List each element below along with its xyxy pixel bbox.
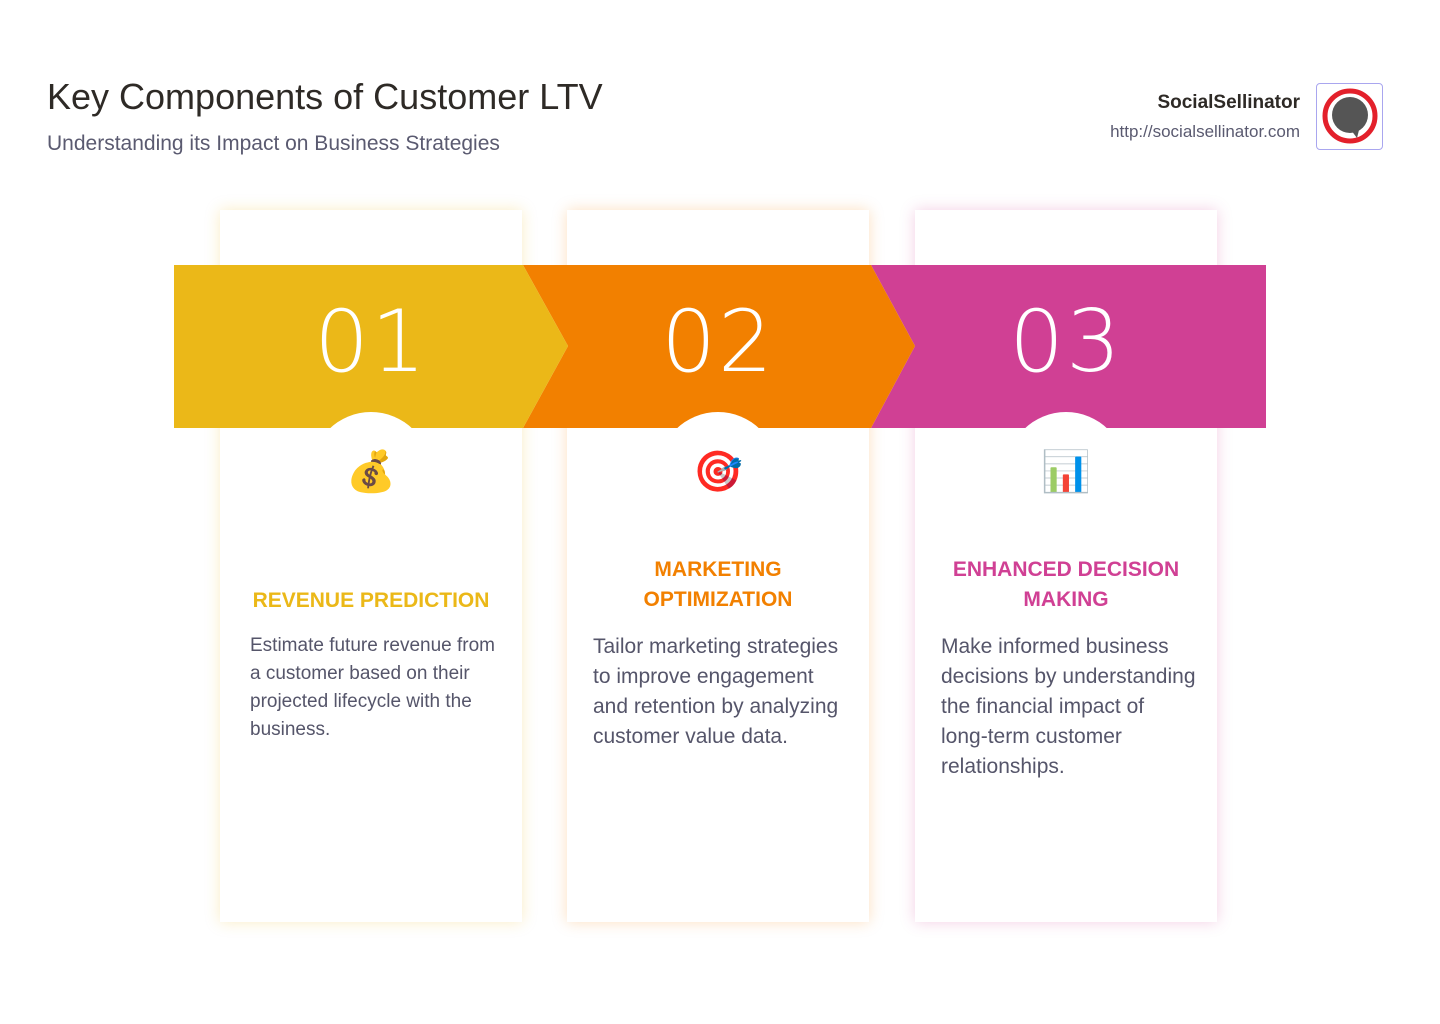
step-arrow-3 [871, 265, 1266, 428]
page-subtitle: Understanding its Impact on Business Str… [47, 132, 500, 155]
step-number-2: 02 [661, 292, 775, 392]
step-number-1: 01 [314, 292, 428, 392]
step-heading-1: REVENUE PREDICTION [252, 589, 490, 612]
step-text-2: Tailor marketing strategies to improve e… [593, 635, 839, 748]
bar-chart-icon: 📊 [1041, 450, 1091, 494]
target-icon: 🎯 [693, 450, 743, 494]
step-arrow-1 [174, 265, 568, 428]
step-arrow-2 [523, 265, 915, 428]
brand-name: SocialSellinator [1157, 92, 1300, 113]
brand-block: SocialSellinator http://socialsellinator… [1110, 92, 1300, 142]
step-text-3: Make informed business decisions by unde… [941, 635, 1196, 778]
brand-logo [1316, 83, 1383, 150]
step-heading-2: MARKETING OPTIMIZATION [643, 558, 793, 611]
page-title: Key Components of Customer LTV [47, 76, 603, 117]
step-text-1: Estimate future revenue from a customer … [250, 635, 495, 740]
brand-url[interactable]: http://socialsellinator.com [1110, 122, 1300, 141]
money-bag-icon: 💰 [346, 450, 396, 494]
step-heading-3: ENHANCED DECISION MAKING [952, 558, 1180, 611]
step-number-3: 03 [1009, 292, 1123, 392]
